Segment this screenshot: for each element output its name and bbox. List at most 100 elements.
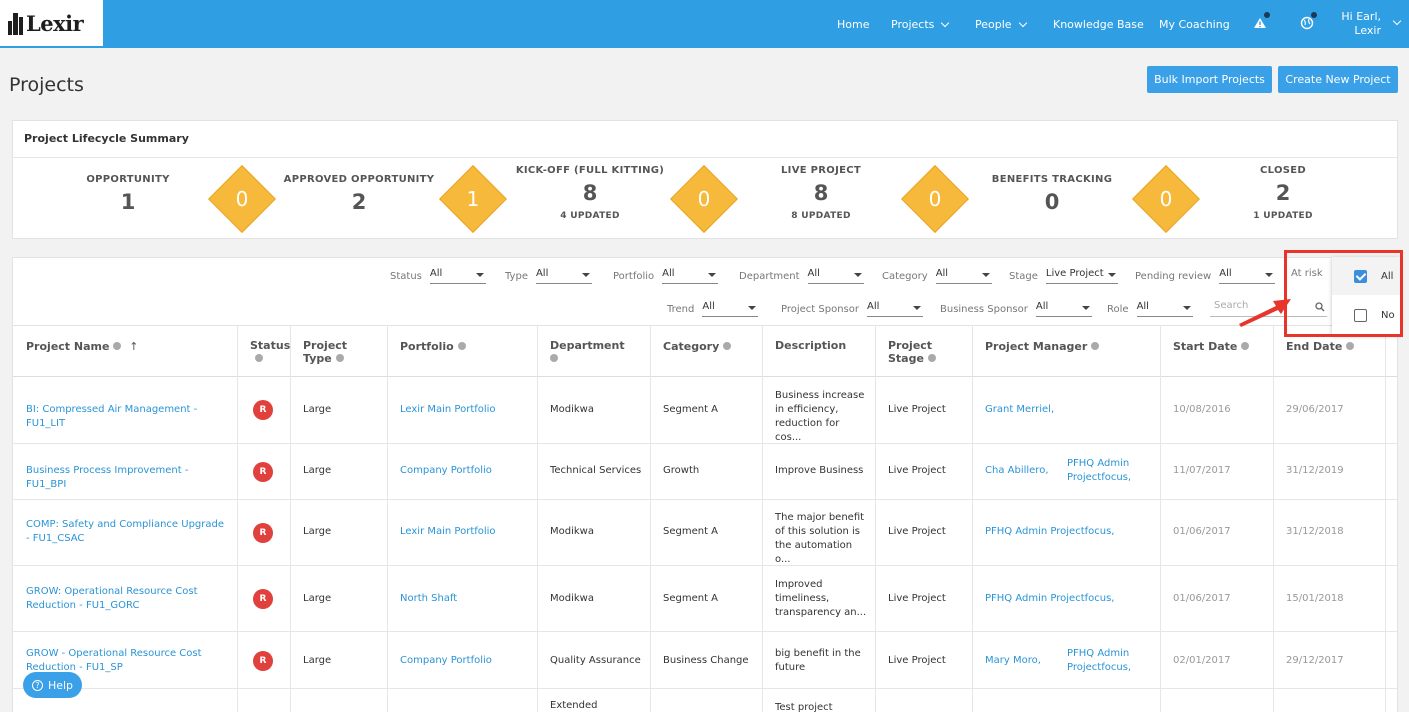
at-risk-option-no[interactable]: No	[1332, 296, 1400, 334]
filter-role[interactable]: Role All	[1107, 301, 1193, 317]
table-row[interactable]: Extended Test project	[13, 689, 1397, 712]
filter-select[interactable]: Live Project	[1045, 268, 1118, 284]
at-risk-option-all[interactable]: All	[1332, 257, 1400, 295]
start-date: 11/07/2017	[1173, 465, 1231, 476]
table-row[interactable]: BI: Compressed Air Management - FU1_LIT …	[13, 377, 1397, 444]
filter-status[interactable]: Status All	[390, 268, 486, 284]
filter-label: At risk	[1291, 268, 1323, 279]
filter-business-sponsor[interactable]: Business Sponsor All	[940, 301, 1092, 317]
filter-category[interactable]: Category All	[882, 268, 992, 284]
info-icon	[927, 354, 936, 362]
stage-count: 1	[120, 190, 136, 214]
checkbox-unchecked[interactable]	[1354, 308, 1367, 322]
filter-portfolio[interactable]: Portfolio All	[613, 268, 719, 284]
project-type: Large	[303, 526, 332, 537]
sort-up-icon[interactable]: ↑	[129, 340, 139, 353]
portfolio-link[interactable]: Company Portfolio	[400, 655, 492, 666]
stage-closed[interactable]: CLOSED 2 1 UPDATED	[1193, 165, 1373, 221]
project-manager-link[interactable]: PFHQ Admin Projectfocus,	[985, 526, 1115, 537]
filter-label: Pending review	[1135, 270, 1212, 282]
filter-select[interactable]: All	[429, 268, 486, 284]
col-project-stage[interactable]: Project Stage	[888, 339, 936, 365]
filter-project-sponsor[interactable]: Project Sponsor All	[781, 301, 923, 317]
project-manager-link[interactable]: Cha Abillero,	[985, 465, 1049, 476]
project-manager-link[interactable]: PFHQ Admin Projectfocus,	[1067, 458, 1132, 483]
filter-select[interactable]: All	[1136, 301, 1193, 317]
portfolio-link[interactable]: Lexir Main Portfolio	[400, 404, 496, 415]
status-badge: R	[253, 400, 273, 420]
col-end-date[interactable]: End Date	[1286, 340, 1355, 353]
col-portfolio[interactable]: Portfolio	[400, 340, 466, 353]
filter-select[interactable]: All	[662, 268, 719, 284]
search-icon[interactable]	[1315, 302, 1325, 312]
bulk-import-projects-button[interactable]: Bulk Import Projects	[1147, 66, 1272, 93]
nav-my-coaching[interactable]: My Coaching	[1159, 17, 1230, 31]
table-row[interactable]: COMP: Safety and Compliance Upgrade - FU…	[13, 500, 1397, 566]
nav-home[interactable]: Home	[837, 17, 870, 31]
col-description[interactable]: Description	[775, 339, 846, 352]
chevron-down-icon[interactable]	[1392, 16, 1402, 26]
filter-select[interactable]: All	[807, 268, 864, 284]
stage-kick-off[interactable]: KICK-OFF (FULL KITTING) 8 4 UPDATED	[500, 165, 680, 221]
info-icon	[1091, 342, 1100, 350]
table-row[interactable]: GROW - Operational Resource Cost Reducti…	[13, 632, 1397, 689]
globe-icon[interactable]	[1300, 12, 1317, 30]
user-menu[interactable]: Hi Earl, Lexir	[1341, 0, 1381, 48]
project-name-link[interactable]: COMP: Safety and Compliance Upgrade - FU…	[26, 519, 225, 544]
project-name-link[interactable]: GROW: Operational Resource Cost Reductio…	[26, 586, 198, 611]
description: Test project	[775, 702, 833, 712]
end-date: 29/06/2017	[1286, 404, 1344, 415]
col-project-type[interactable]: Project Type	[303, 339, 347, 365]
portfolio-link[interactable]: North Shaft	[400, 593, 458, 604]
project-manager-link[interactable]: Mary Moro,	[985, 655, 1041, 666]
project-stage: Live Project	[888, 526, 946, 537]
project-name-link[interactable]: GROW - Operational Resource Cost Reducti…	[26, 648, 202, 673]
lexir-logo[interactable]: Lexir	[0, 0, 103, 46]
nav-projects[interactable]: Projects	[891, 0, 950, 48]
checkbox-checked[interactable]	[1354, 269, 1367, 283]
col-category[interactable]: Category	[663, 340, 732, 353]
col-status[interactable]: Status	[250, 339, 290, 365]
filter-at-risk[interactable]: At risk	[1291, 268, 1323, 279]
stage-benefits-tracking[interactable]: BENEFITS TRACKING 0	[962, 174, 1142, 214]
portfolio-link[interactable]: Company Portfolio	[400, 465, 492, 476]
filter-select[interactable]: All	[535, 268, 592, 284]
filter-select[interactable]: All	[1219, 268, 1276, 284]
department: Extended	[550, 700, 598, 711]
search-input[interactable]: Search	[1210, 297, 1327, 317]
project-manager-link[interactable]: PFHQ Admin Projectfocus,	[1067, 648, 1132, 673]
stage-opportunity[interactable]: OPPORTUNITY 1	[38, 174, 218, 214]
table-row[interactable]: Business Process Improvement - FU1_BPI R…	[13, 444, 1397, 500]
filter-trend[interactable]: Trend All	[667, 301, 759, 317]
table-row[interactable]: GROW: Operational Resource Cost Reductio…	[13, 566, 1397, 632]
nav-people[interactable]: People	[975, 0, 1027, 48]
filter-label: Business Sponsor	[940, 303, 1028, 315]
filter-department[interactable]: Department All	[739, 268, 864, 284]
filter-select[interactable]: All	[935, 268, 992, 284]
col-department[interactable]: Department	[550, 339, 625, 365]
col-project-manager[interactable]: Project Manager	[985, 340, 1100, 353]
stage-live-project[interactable]: LIVE PROJECT 8 8 UPDATED	[731, 165, 911, 221]
column-divider	[875, 325, 876, 712]
filter-select[interactable]: All	[702, 301, 759, 317]
project-manager-link[interactable]: Grant Merriel,	[985, 404, 1055, 415]
project-name-link[interactable]: Business Process Improvement - FU1_BPI	[26, 465, 189, 490]
filter-type[interactable]: Type All	[505, 268, 592, 284]
col-start-date[interactable]: Start Date	[1173, 340, 1250, 353]
filter-select[interactable]: All	[1035, 301, 1092, 317]
col-project-name[interactable]: Project Name ↑	[26, 340, 139, 353]
filter-label: Type	[505, 270, 528, 282]
filter-select[interactable]: All	[866, 301, 923, 317]
nav-knowledge-base[interactable]: Knowledge Base	[1053, 17, 1144, 31]
stage-approved-opportunity[interactable]: APPROVED OPPORTUNITY 2	[269, 174, 449, 214]
portfolio-link[interactable]: Lexir Main Portfolio	[400, 526, 496, 537]
create-new-project-button[interactable]: Create New Project	[1278, 66, 1398, 93]
filter-pending-review[interactable]: Pending review All	[1135, 268, 1276, 284]
stage-updated: 8 UPDATED	[791, 211, 851, 221]
help-button[interactable]: ? Help	[23, 672, 82, 698]
alert-icon[interactable]	[1253, 12, 1270, 30]
project-name-link[interactable]: BI: Compressed Air Management - FU1_LIT	[26, 404, 198, 429]
filter-stage[interactable]: Stage Live Project	[1009, 268, 1118, 284]
project-manager-link[interactable]: PFHQ Admin Projectfocus,	[985, 593, 1115, 604]
highlight-box	[1284, 250, 1403, 337]
